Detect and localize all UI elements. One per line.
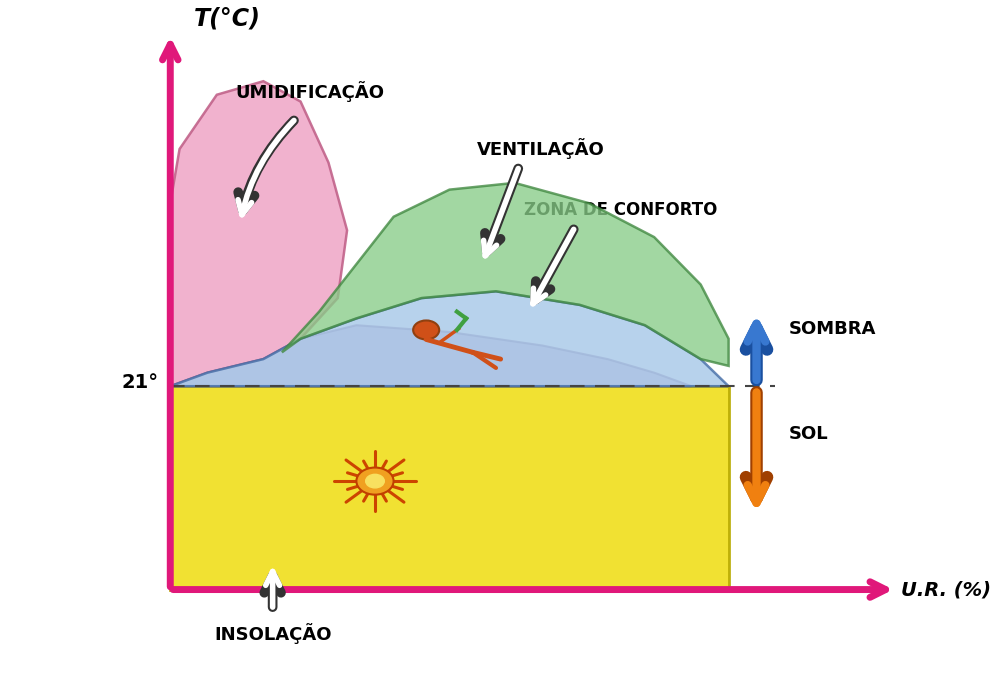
Polygon shape — [170, 81, 347, 386]
Text: VENTILAÇÃO: VENTILAÇÃO — [478, 139, 605, 160]
Polygon shape — [170, 325, 691, 386]
Text: UMIDIFICAÇÃO: UMIDIFICAÇÃO — [236, 81, 385, 102]
Circle shape — [414, 321, 440, 339]
Polygon shape — [282, 183, 728, 366]
Text: U.R. (%): U.R. (%) — [901, 580, 991, 599]
Circle shape — [366, 474, 385, 488]
Text: INSOLAÇÃO: INSOLAÇÃO — [214, 623, 332, 644]
Circle shape — [357, 468, 394, 495]
Text: SOL: SOL — [789, 425, 829, 443]
Text: 21°: 21° — [122, 373, 159, 392]
Text: ZONA DE CONFORTO: ZONA DE CONFORTO — [523, 201, 717, 219]
Polygon shape — [170, 386, 728, 589]
Text: SOMBRA: SOMBRA — [789, 320, 876, 337]
Polygon shape — [170, 291, 728, 386]
Text: T(°C): T(°C) — [194, 6, 261, 31]
